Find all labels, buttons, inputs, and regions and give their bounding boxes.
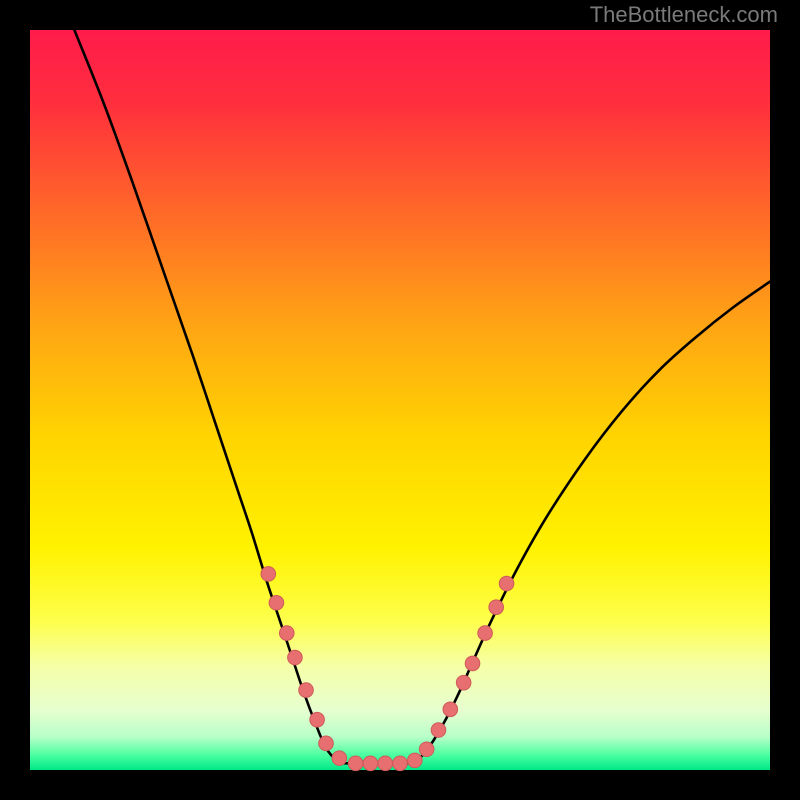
curve-marker	[489, 600, 504, 615]
curve-marker	[419, 742, 434, 757]
curve-marker	[269, 595, 284, 610]
curve-marker	[279, 626, 294, 641]
curve-marker	[310, 712, 325, 727]
curve-marker	[499, 576, 514, 591]
curve-marker	[408, 753, 423, 768]
plot-background	[30, 30, 770, 770]
curve-marker	[393, 756, 408, 771]
curve-marker	[332, 751, 347, 766]
curve-marker	[456, 675, 471, 690]
chart-stage: TheBottleneck.com	[0, 0, 800, 800]
curve-marker	[465, 656, 480, 671]
curve-marker	[319, 736, 334, 751]
curve-marker	[443, 702, 458, 717]
curve-marker	[348, 756, 363, 771]
curve-marker	[288, 650, 303, 665]
curve-marker	[299, 683, 314, 698]
curve-marker	[261, 567, 276, 582]
curve-marker	[363, 756, 378, 771]
curve-marker	[431, 723, 446, 738]
watermark-text: TheBottleneck.com	[590, 2, 778, 27]
bottleneck-chart: TheBottleneck.com	[0, 0, 800, 800]
curve-marker	[378, 756, 393, 771]
curve-marker	[478, 626, 493, 641]
